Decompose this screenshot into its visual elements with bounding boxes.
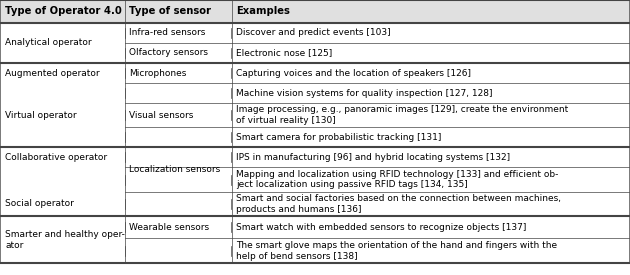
Text: Wearable sensors: Wearable sensors	[129, 223, 209, 232]
Text: Collaborative operator: Collaborative operator	[5, 153, 107, 162]
Text: Microphones: Microphones	[129, 68, 186, 78]
Text: Capturing voices and the location of speakers [126]: Capturing voices and the location of spe…	[236, 68, 471, 78]
Text: Virtual operator: Virtual operator	[5, 111, 77, 120]
Text: Smart and social factories based on the connection between machines,
products an: Smart and social factories based on the …	[236, 194, 561, 214]
Text: Infra-red sensors: Infra-red sensors	[129, 28, 205, 37]
Text: Augmented operator: Augmented operator	[5, 68, 100, 78]
Text: Visual sensors: Visual sensors	[129, 111, 193, 120]
Text: Mapping and localization using RFID technology [133] and efficient ob-
ject loca: Mapping and localization using RFID tech…	[236, 170, 559, 189]
Text: Machine vision systems for quality inspection [127, 128]: Machine vision systems for quality inspe…	[236, 89, 493, 98]
Text: Examples: Examples	[236, 6, 290, 16]
Text: Analytical operator: Analytical operator	[5, 39, 92, 47]
Text: Image processing, e.g., panoramic images [129], create the environment
of virtua: Image processing, e.g., panoramic images…	[236, 105, 568, 125]
Text: Type of Operator 4.0: Type of Operator 4.0	[5, 6, 122, 16]
Text: Smart watch with embedded sensors to recognize objects [137]: Smart watch with embedded sensors to rec…	[236, 223, 527, 232]
Text: Smart camera for probabilistic tracking [131]: Smart camera for probabilistic tracking …	[236, 133, 442, 142]
Text: Olfactory sensors: Olfactory sensors	[129, 48, 208, 57]
Bar	[0, 0, 630, 23]
Text: IPS in manufacturing [96] and hybrid locating systems [132]: IPS in manufacturing [96] and hybrid loc…	[236, 153, 510, 162]
Text: The smart glove maps the orientation of the hand and fingers with the
help of be: The smart glove maps the orientation of …	[236, 241, 558, 261]
Text: Discover and predict events [103]: Discover and predict events [103]	[236, 28, 391, 37]
Text: Social operator: Social operator	[5, 199, 74, 208]
Text: Localization sensors: Localization sensors	[129, 165, 220, 174]
Text: Electronic nose [125]: Electronic nose [125]	[236, 48, 333, 57]
Text: Type of sensor: Type of sensor	[129, 6, 211, 16]
Text: Smarter and healthy oper-
ator: Smarter and healthy oper- ator	[5, 230, 125, 250]
